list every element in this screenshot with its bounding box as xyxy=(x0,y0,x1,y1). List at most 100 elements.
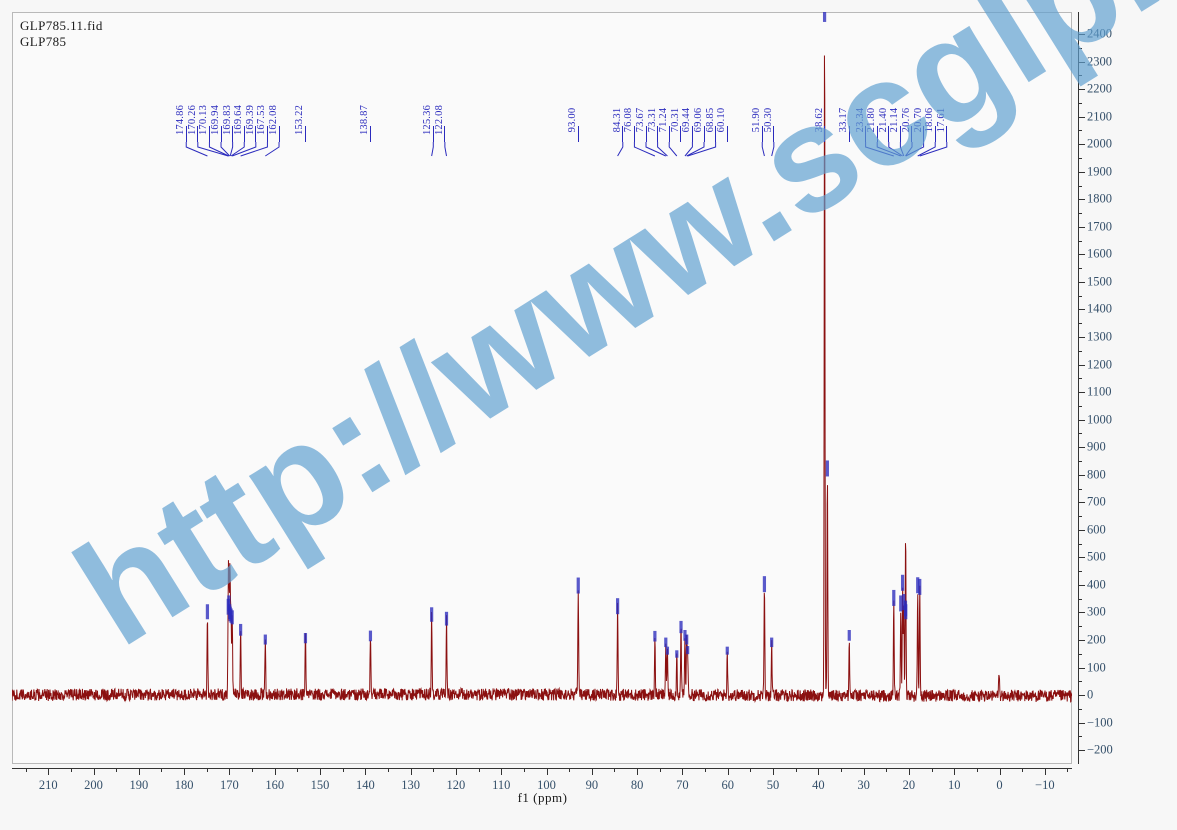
peak-marker xyxy=(770,637,774,648)
x-tick-major xyxy=(138,768,140,775)
plot-frame xyxy=(12,12,1072,764)
x-tick-major xyxy=(682,768,684,775)
y-tick-major xyxy=(1078,612,1085,614)
peak-marker xyxy=(900,574,905,591)
spectrum-trace xyxy=(12,12,1072,703)
peak-label-text: 69.44 xyxy=(681,107,693,133)
peak-label: 17.61 xyxy=(936,12,953,142)
peak-label-tick xyxy=(304,126,306,142)
spectrum-line xyxy=(12,55,1072,703)
x-axis-title: f1 (ppm) xyxy=(517,790,568,805)
peak-label: 170.26 xyxy=(187,12,204,142)
y-tick-minor xyxy=(1078,736,1082,738)
y-tick-label: 1300 xyxy=(1087,329,1112,344)
peak-marker xyxy=(892,589,896,606)
peak-marker xyxy=(665,646,670,655)
peak-label-tick xyxy=(691,126,693,142)
y-tick-minor xyxy=(1078,708,1082,710)
peak-label-tick xyxy=(934,126,936,142)
peak-label-text: 20.76 xyxy=(900,107,912,133)
peak-label-tick xyxy=(657,126,659,142)
peak-marker xyxy=(653,630,657,642)
y-tick-minor xyxy=(1078,240,1082,242)
x-tick-major xyxy=(818,768,820,775)
peak-marker xyxy=(616,598,620,615)
peak-label-text: 167.53 xyxy=(256,104,268,136)
peak-label-text: 153.22 xyxy=(294,104,306,136)
peak-label-tick xyxy=(208,126,210,142)
x-tick-major xyxy=(365,768,367,775)
y-tick-minor xyxy=(1078,157,1082,159)
x-tick-major xyxy=(320,768,322,775)
x-tick-label: −10 xyxy=(1035,778,1055,792)
peak-label-tick xyxy=(923,126,925,142)
x-tick-major xyxy=(863,768,865,775)
peak-label-text: 174.86 xyxy=(175,104,187,136)
peak-label-text: 20.70 xyxy=(912,107,924,133)
x-tick-label: 70 xyxy=(676,778,689,792)
y-axis-spine xyxy=(1078,12,1079,764)
x-tick-major xyxy=(727,768,729,775)
peak-label: 174.86 xyxy=(175,12,192,142)
y-tick-major xyxy=(1078,392,1085,394)
y-tick-minor xyxy=(1078,516,1082,518)
x-tick-minor xyxy=(614,768,616,772)
y-tick-label: 1400 xyxy=(1087,301,1112,316)
y-tick-major xyxy=(1078,750,1085,752)
y-tick-minor xyxy=(1078,488,1082,490)
y-tick-minor xyxy=(1078,460,1082,462)
peak-label: 21.14 xyxy=(889,12,906,142)
x-tick-label: 120 xyxy=(446,778,466,792)
peak-marker xyxy=(368,630,373,642)
peak-label: 20.70 xyxy=(913,12,930,142)
peak-label-tick xyxy=(911,126,913,142)
y-tick-label: 2000 xyxy=(1087,136,1112,151)
x-tick-minor xyxy=(1022,768,1024,772)
peak-label-text: 169.94 xyxy=(210,104,222,136)
peak-label: 84.31 xyxy=(612,12,629,142)
peak-label: 69.06 xyxy=(693,12,710,142)
x-tick-major xyxy=(591,768,593,775)
peak-marker xyxy=(303,633,308,644)
peak-label-tick xyxy=(703,126,705,142)
y-tick-minor xyxy=(1078,323,1082,325)
y-axis: −200 −100 0 100 200 300 400 500 600 700 800 900 1000… xyxy=(1078,12,1177,764)
y-tick-label: 2200 xyxy=(1087,81,1112,96)
y-tick-minor xyxy=(1078,626,1082,628)
y-tick-major xyxy=(1078,502,1085,504)
x-tick-label: 190 xyxy=(129,778,149,792)
x-tick-label: 160 xyxy=(265,778,285,792)
peak-marker xyxy=(430,607,434,622)
peak-marker xyxy=(825,460,829,477)
y-tick-label: 900 xyxy=(1087,439,1106,454)
x-axis: 210 200 190 180 170 160 150 140 130 120 110 100 90 80… xyxy=(12,768,1072,798)
x-tick-label: 50 xyxy=(766,778,780,792)
peak-marker xyxy=(683,630,687,641)
x-tick-minor xyxy=(659,768,661,772)
y-tick-major xyxy=(1078,226,1085,228)
y-tick-major xyxy=(1078,337,1085,339)
peak-label-tick xyxy=(278,126,280,142)
peak-label: 33.17 xyxy=(838,12,855,142)
peak-label-tick xyxy=(266,126,268,142)
y-tick-major xyxy=(1078,557,1085,559)
peak-label: 21.40 xyxy=(878,12,895,142)
y-tick-label: 100 xyxy=(1087,660,1106,675)
x-tick-minor xyxy=(569,768,571,772)
peak-label: 169.94 xyxy=(210,12,227,142)
x-tick-label: 90 xyxy=(585,778,599,792)
y-tick-major xyxy=(1078,309,1085,311)
peak-pick-markers xyxy=(205,12,922,658)
peak-marker xyxy=(904,604,908,620)
x-tick-label: 140 xyxy=(355,778,375,792)
x-tick-minor xyxy=(750,768,752,772)
peak-marker xyxy=(762,576,767,593)
x-tick-label: 40 xyxy=(812,778,825,792)
y-tick-minor xyxy=(1078,75,1082,77)
y-tick-label: 300 xyxy=(1087,604,1106,619)
peak-label: 70.31 xyxy=(670,12,687,142)
peak-label: 71.24 xyxy=(658,12,675,142)
y-tick-minor xyxy=(1078,213,1082,215)
peak-label-text: 21.80 xyxy=(866,107,878,133)
peak-label-tick xyxy=(773,126,775,142)
